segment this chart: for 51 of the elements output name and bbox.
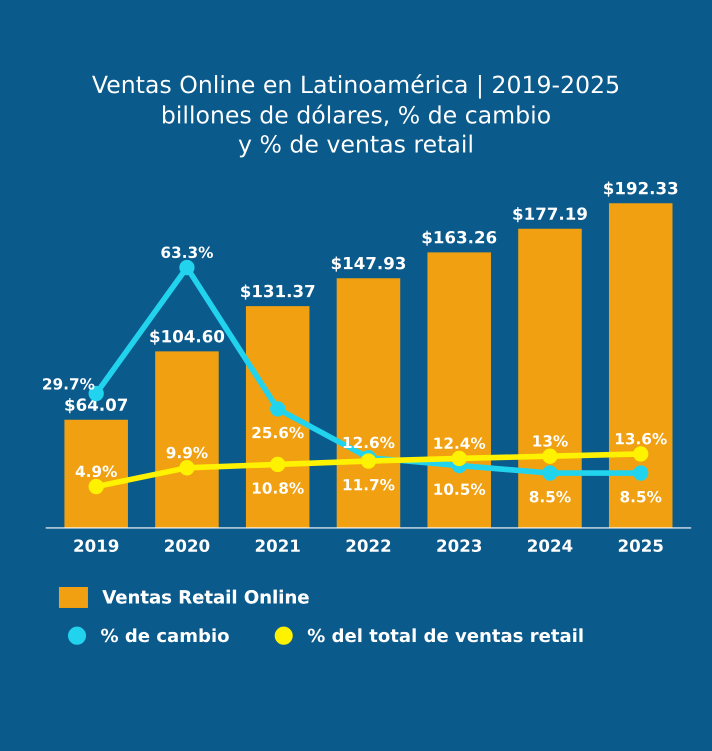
point [452, 450, 467, 466]
point [179, 460, 195, 476]
data-label: 9.9% [166, 446, 208, 458]
chart-subtitle: billones de dólares, % de cambio y % de ventas retail [162, 104, 550, 158]
data-label: 12.6% [344, 436, 394, 448]
x-tick-label: 2020 [165, 539, 210, 552]
data-label: 13.6% [616, 432, 667, 444]
chart-title: Ventas Online en Latinoamérica | 2019-2025 [92, 74, 618, 99]
data-label: 25.6% [252, 426, 304, 438]
legend-label: % de cambio [101, 628, 229, 642]
bar [155, 351, 219, 528]
data-label: 13% [533, 435, 568, 447]
bar [518, 228, 582, 528]
data-label: 8.5% [530, 490, 571, 502]
x-tick-label: 2025 [618, 539, 663, 552]
data-label: 4.9% [76, 466, 117, 478]
data-label: 63.3% [161, 246, 213, 258]
point [179, 260, 195, 276]
point [270, 401, 286, 417]
data-label: 11.7% [344, 478, 394, 490]
point [633, 465, 648, 481]
bar [608, 203, 672, 528]
data-label: 8.5% [620, 490, 662, 502]
bar [336, 278, 400, 528]
data-label: $64.07 [65, 398, 128, 414]
x-tick-label: 2022 [346, 539, 390, 552]
point [270, 456, 286, 472]
bar [64, 420, 128, 528]
legend-label: % del total de ventas retail [308, 628, 583, 642]
point [633, 446, 648, 462]
data-label: 10.8% [252, 482, 304, 494]
x-tick-label: 2019 [74, 539, 118, 552]
x-tick-label: 2021 [256, 539, 300, 552]
point [88, 478, 104, 494]
data-label: 12.4% [434, 437, 486, 449]
data-label: $163.26 [422, 230, 496, 246]
bar [246, 306, 310, 528]
x-tick-label: 2024 [528, 539, 572, 552]
bar [427, 252, 491, 528]
data-label: $177.19 [513, 207, 587, 222]
point [542, 448, 558, 464]
data-label: $192.33 [604, 182, 678, 197]
data-label: 10.5% [434, 483, 486, 495]
legend-label: Ventas Retail Online [102, 590, 309, 604]
x-tick-label: 2023 [437, 539, 482, 552]
data-label: $104.60 [150, 330, 224, 345]
point [542, 465, 558, 481]
data-label: 29.7% [43, 378, 94, 390]
data-label: $147.93 [332, 256, 406, 272]
data-label: $131.37 [241, 284, 314, 300]
point [360, 453, 376, 469]
